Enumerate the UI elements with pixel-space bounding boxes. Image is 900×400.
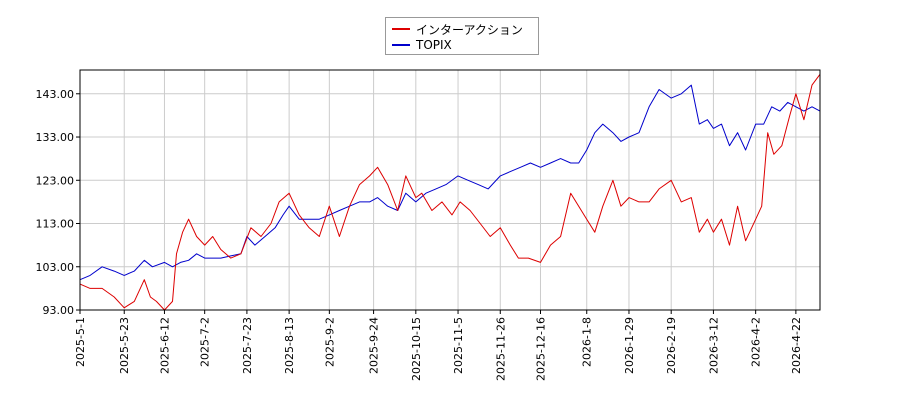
series-lines (79, 74, 821, 311)
x-tick-label: 2026-3-12 (707, 317, 720, 374)
plot-frame (79, 69, 821, 311)
x-axis-ticks: 2025-5-1 2025-5-23 2025-6-12 2025-7-2 2025-7… (74, 310, 803, 381)
x-tick-label: 2025-9-24 (368, 317, 381, 374)
x-tick-label: 2026-1-8 (581, 317, 594, 367)
x-tick-label: 2025-9-2 (323, 317, 336, 367)
x-tick-label: 2025-12-16 (534, 317, 547, 381)
x-tick-label: 2025-11-26 (494, 317, 507, 381)
x-tick-label: 2025-5-23 (118, 317, 131, 374)
legend: インターアクション TOPIX (385, 17, 539, 55)
grid-lines (80, 70, 820, 310)
legend-label-topix: TOPIX (416, 38, 452, 52)
x-tick-label: 2025-5-1 (74, 317, 87, 367)
y-tick-label: 103.00 (36, 261, 75, 274)
legend-item-topix: TOPIX (392, 37, 452, 53)
legend-item-interaction: インターアクション (392, 21, 523, 37)
y-tick-label: 123.00 (36, 174, 75, 187)
legend-label-interaction: インターアクション (416, 22, 523, 37)
y-tick-label: 133.00 (36, 131, 75, 144)
x-tick-label: 2025-6-12 (158, 317, 171, 374)
series-line-topix (79, 84, 821, 281)
x-tick-label: 2026-1-29 (623, 317, 636, 374)
legend-swatch-blue (392, 44, 410, 46)
y-tick-label: 143.00 (36, 88, 75, 101)
legend-swatch-red (392, 28, 410, 30)
x-tick-label: 2026-4-2 (750, 317, 763, 367)
y-tick-label: 93.00 (43, 304, 75, 317)
series-line-interaction (79, 74, 821, 311)
x-tick-label: 2025-11-5 (452, 317, 465, 374)
x-tick-label: 2025-10-15 (410, 317, 423, 381)
y-tick-label: 113.00 (36, 218, 75, 231)
x-tick-label: 2026-2-19 (665, 317, 678, 374)
x-tick-label: 2026-4-22 (790, 317, 803, 374)
x-tick-label: 2025-8-13 (283, 317, 296, 374)
y-axis-ticks: 93.00 103.00 113.00 123.00 133.00 143.00 (36, 88, 80, 317)
x-tick-label: 2025-7-23 (241, 317, 254, 374)
x-tick-label: 2025-7-2 (199, 317, 212, 367)
